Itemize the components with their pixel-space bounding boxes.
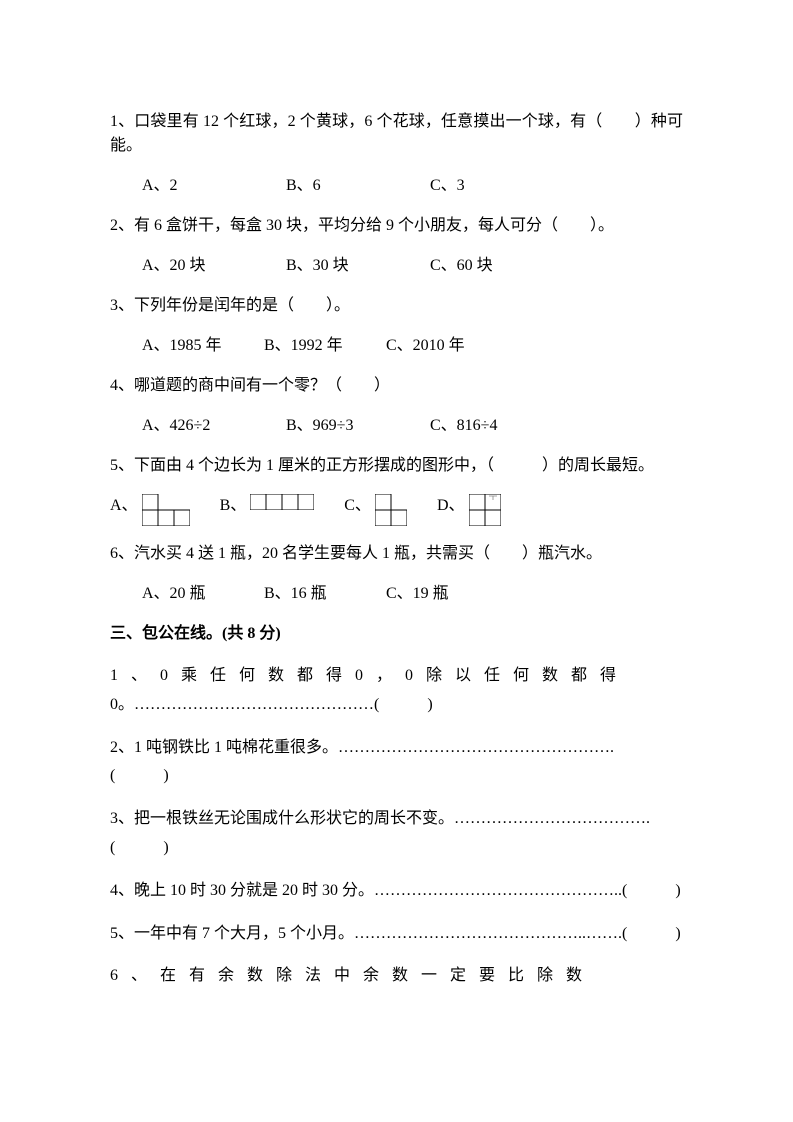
q5-opt-d[interactable]: D、 [437,494,501,526]
q3-options: A、1985 年 B、1992 年 C、2010 年 [110,334,683,358]
q5-opt-c[interactable]: C、 [344,494,407,526]
q4-opt-a[interactable]: A、426÷2 [142,414,282,438]
q1-opt-a[interactable]: A、2 [142,174,282,198]
q1-opt-c[interactable]: C、3 [430,174,570,198]
q5-label-a: A、 [110,494,138,518]
q2-opt-b[interactable]: B、30 块 [286,254,426,278]
q5-label-c: C、 [344,494,371,518]
q4-opt-b[interactable]: B、969÷3 [286,414,426,438]
q6-opt-b[interactable]: B、16 瓶 [264,582,382,606]
tf1: 1、0乘任何数都得0，0除以任何数都得 0。………………………………………( ) [110,662,683,720]
shape-c-icon [375,494,407,526]
q1-options: A、2 B、6 C、3 [110,174,683,198]
tf5: 5、一年中有 7 个大月，5 个小月。……………………………………..…….( … [110,920,683,949]
q5-options: A、 B、 C、 [110,494,683,526]
shape-d-icon [469,494,501,526]
q2-text: 2、有 6 盒饼干，每盒 30 块，平均分给 9 个小朋友，每人可分（ ）。 [110,214,683,238]
tf4: 4、晚上 10 时 30 分就是 20 时 30 分。…………………………………… [110,877,683,906]
q6-options: A、20 瓶 B、16 瓶 C、19 瓶 [110,582,683,606]
tf2-text-a: 2、1 吨钢铁比 1 吨棉花重很多。……………………………………………. [110,739,614,756]
q5-text: 5、下面由 4 个边长为 1 厘米的正方形摆成的图形中，（ ）的周长最短。 [110,454,683,478]
q2-opt-c[interactable]: C、60 块 [430,254,570,278]
q4-text: 4、哪道题的商中间有一个零？（ ） [110,374,683,398]
q2-options: A、20 块 B、30 块 C、60 块 [110,254,683,278]
q4-options: A、426÷2 B、969÷3 C、816÷4 [110,414,683,438]
tf1-text-a: 1、0乘任何数都得0，0除以任何数都得 [110,667,629,684]
tf1-text-b: 0。………………………………………( ) [110,696,433,713]
q3-opt-b[interactable]: B、1992 年 [264,334,382,358]
q5-opt-a[interactable]: A、 [110,494,190,526]
tf6: 6、在有余数除法中余数一定要比除数 [110,962,683,991]
q3-opt-c[interactable]: C、2010 年 [386,334,504,358]
tf3-text-a: 3、把一根铁丝无论围成什么形状它的周长不变。………………………………. [110,810,650,827]
shape-a-icon [142,494,190,526]
tf2-text-b: ( ) [110,767,169,784]
q4-opt-c[interactable]: C、816÷4 [430,414,570,438]
q6-opt-a[interactable]: A、20 瓶 [142,582,260,606]
q5-opt-b[interactable]: B、 [220,494,315,518]
shape-b-icon [250,494,314,510]
q1-opt-b[interactable]: B、6 [286,174,426,198]
q5-label-d: D、 [437,494,465,518]
q3-opt-a[interactable]: A、1985 年 [142,334,260,358]
tf3: 3、把一根铁丝无论围成什么形状它的周长不变。………………………………. ( ) [110,805,683,863]
tf2: 2、1 吨钢铁比 1 吨棉花重很多。……………………………………………. ( ) [110,734,683,792]
tf3-text-b: ( ) [110,839,169,856]
section3-heading: 三、包公在线。(共 8 分) [110,622,683,646]
q3-text: 3、下列年份是闰年的是（ ）。 [110,294,683,318]
q2-opt-a[interactable]: A、20 块 [142,254,282,278]
q6-opt-c[interactable]: C、19 瓶 [386,582,504,606]
tf6-text-a: 6、在有余数除法中余数一定要比除数 [110,967,595,984]
q6-text: 6、汽水买 4 送 1 瓶，20 名学生要每人 1 瓶，共需买（ ）瓶汽水。 [110,542,683,566]
q5-label-b: B、 [220,494,247,518]
q1-text: 1、口袋里有 12 个红球，2 个黄球，6 个花球，任意摸出一个球，有（ ）种可… [110,110,683,158]
